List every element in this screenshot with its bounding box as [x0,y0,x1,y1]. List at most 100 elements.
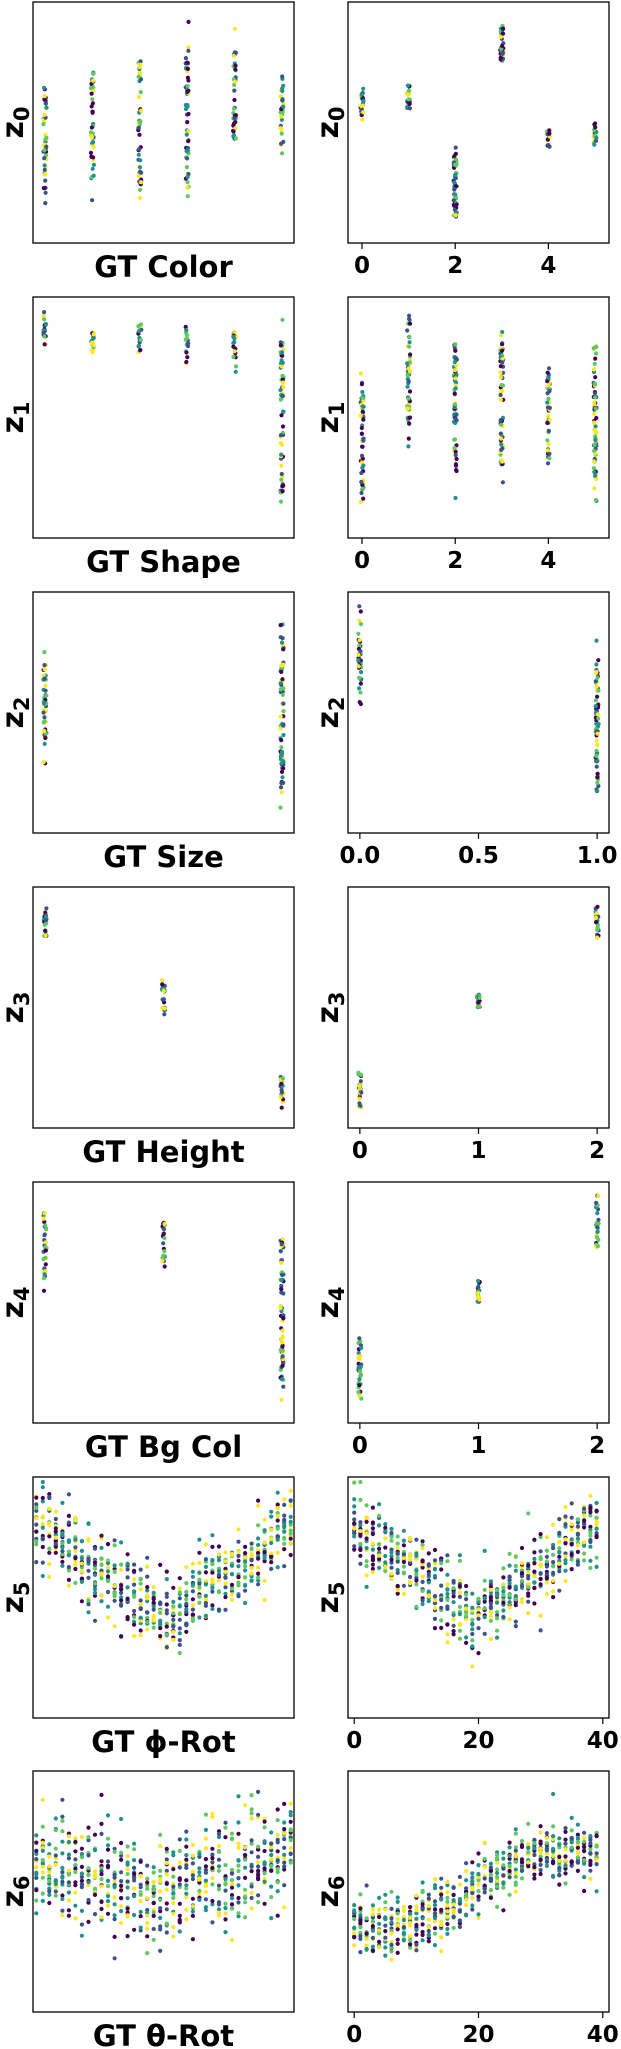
scatter-point [184,1886,189,1891]
scatter-point [236,1564,241,1569]
scatter-point [451,1591,456,1596]
scatter-point [507,1581,512,1586]
scatter-point [358,681,363,686]
scatter-point [197,1851,202,1857]
scatter-point [184,1853,189,1858]
scatter-point [53,1535,58,1540]
scatter-point [439,1892,444,1897]
scatter-point [223,1575,228,1580]
scatter-point [280,74,285,79]
scatter-point [105,1847,111,1852]
scatter-point [269,1527,274,1532]
scatter-point [177,1617,182,1622]
scatter-point [405,384,410,389]
scatter-point [279,753,284,758]
scatter-point [233,67,238,72]
scatter-point [99,1866,104,1871]
scatter-point [92,1892,98,1897]
scatter-point [426,1904,431,1909]
scatter-point [364,1946,369,1952]
scatter-point [249,1884,254,1889]
x-tick-label: 0 [346,1728,362,1754]
scatter-point [60,1818,65,1824]
scatter-point [544,1831,550,1836]
scatter-point [136,74,141,79]
scatter-point [40,1860,45,1866]
scatter-point [138,62,143,67]
scatter-point [557,1854,562,1859]
scatter-point [185,355,190,360]
scatter-point [275,1849,280,1854]
scatter-point [47,1864,52,1869]
scatter-point [269,1509,274,1514]
scatter-point [414,1942,419,1947]
scatter-point [43,190,48,195]
scatter-point [278,687,283,692]
scatter-point [563,1871,568,1876]
scatter-point [401,1908,406,1913]
scatter-point [538,1571,543,1576]
scatter-point [395,1534,400,1539]
scatter-point [451,1586,456,1591]
scatter-point [105,1604,111,1609]
scatter-point [256,1893,261,1898]
scatter-point [513,1827,518,1832]
scatter-point [162,1249,167,1254]
scatter-point [482,1596,487,1601]
scatter-point [451,1908,456,1913]
scatter-point [432,1606,438,1611]
scatter-point [451,1925,456,1930]
scatter-point [551,1522,556,1527]
scatter-point [42,167,47,172]
scatter-point [358,1541,363,1547]
scatter-point [40,1848,45,1853]
scatter-point [112,1569,117,1574]
scatter-point [395,1937,400,1942]
scatter-point [91,85,96,90]
scatter-point [145,1619,150,1624]
scatter-point [278,635,283,640]
scatter-point [470,1885,475,1890]
scatter-point [389,1906,394,1911]
scatter-point [79,1834,84,1840]
scatter-point [500,43,505,48]
scatter-point [171,1853,176,1858]
scatter-point [357,1383,362,1388]
scatter-point [197,1537,202,1542]
scatter-point [453,172,458,177]
scatter-point [91,173,96,178]
scatter-point [588,1858,593,1863]
scatter-point [279,769,285,775]
scatter-point [203,1582,208,1587]
scatter-point [112,1872,117,1877]
scatter-point [281,1384,286,1389]
scatter-point [42,728,47,734]
scatter-point [420,1932,425,1938]
scatter-point [432,1943,438,1948]
scatter-point [358,1933,363,1938]
scatter-point [99,1821,104,1826]
scatter-point [243,1568,248,1573]
scatter-point [476,1915,481,1920]
scatter-point [190,1873,195,1878]
scatter-point [112,1913,117,1918]
scatter-point [92,1581,98,1586]
scatter-point [594,748,599,754]
scatter-point [547,405,552,410]
scatter-point [158,1889,163,1894]
x-tick-label: 4 [540,253,556,279]
scatter-point [545,400,550,405]
scatter-point [280,151,285,156]
scatter-point [452,360,457,365]
scatter-point [282,1801,287,1806]
scatter-point [457,1874,462,1879]
scatter-point [66,1564,71,1570]
scatter-point [464,1861,469,1866]
scatter-point [42,1219,47,1225]
scatter-point [105,1911,111,1916]
scatter-point [60,1908,65,1913]
scatter-point [53,1550,58,1555]
scatter-point [184,1844,189,1849]
scatter-point [279,117,284,122]
scatter-point [190,1853,195,1858]
